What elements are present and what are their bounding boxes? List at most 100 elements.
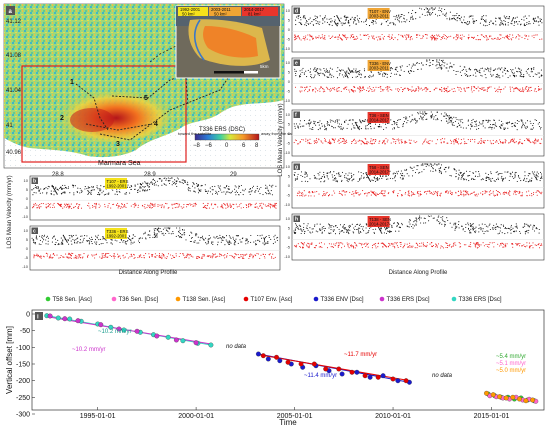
profile-point	[426, 59, 428, 61]
profile-point	[367, 128, 369, 130]
profile-point	[441, 11, 443, 13]
profile-point	[304, 17, 306, 19]
profile-point	[189, 240, 191, 243]
profile-point	[168, 206, 170, 209]
profile-point	[124, 242, 126, 244]
profile-point	[294, 36, 296, 38]
profile-point	[318, 74, 320, 76]
profile-point	[192, 205, 195, 207]
profile-point	[351, 35, 353, 38]
profile-point	[366, 244, 368, 246]
profile-point	[70, 255, 73, 257]
profile-point	[512, 75, 514, 77]
profile-point	[380, 88, 382, 90]
profile-point	[409, 223, 411, 225]
profile-point	[309, 231, 311, 233]
profile-point	[485, 77, 487, 79]
profile-point	[307, 22, 309, 25]
profile-point	[190, 240, 192, 243]
profile-point	[369, 140, 372, 142]
profile-point	[228, 243, 230, 246]
profile-point	[344, 34, 346, 36]
profile-point	[380, 228, 382, 230]
profile-point	[484, 192, 486, 194]
profile-point	[309, 138, 311, 140]
profile-point	[388, 192, 390, 194]
profile-point	[382, 90, 384, 92]
profile-point	[445, 171, 447, 173]
profile-point	[473, 36, 475, 38]
profile-point	[246, 253, 248, 255]
profile-point	[126, 202, 128, 204]
profile-point	[532, 172, 534, 174]
profile-point	[88, 187, 90, 189]
profile-point	[502, 178, 504, 180]
profile-point	[370, 194, 372, 196]
profile-point	[519, 232, 521, 234]
profile-point	[425, 87, 428, 89]
profile-point	[473, 86, 475, 88]
profile-point	[261, 202, 263, 204]
profile-tag-label: T58 - SEN	[369, 165, 389, 170]
profile-point	[460, 88, 463, 90]
profile-point	[294, 70, 296, 72]
profile-point	[392, 178, 394, 180]
profile-point	[37, 188, 39, 190]
profile-point	[495, 68, 497, 70]
profile-point	[369, 122, 371, 125]
profile-point	[468, 87, 470, 89]
profile-point	[91, 204, 94, 207]
profile-point	[201, 256, 203, 258]
profile-point	[465, 223, 467, 225]
profile-point	[333, 141, 335, 143]
profile-point	[430, 111, 432, 113]
profile-point	[494, 227, 496, 229]
profile-point	[484, 74, 486, 76]
profile-point	[425, 141, 428, 143]
profile-point	[513, 193, 515, 195]
profile-point	[193, 183, 195, 185]
profile-point	[343, 142, 345, 144]
profile-point	[530, 180, 533, 182]
profile-point	[509, 191, 511, 193]
profile-point	[322, 72, 324, 74]
profile-tick-label: -10	[284, 202, 291, 207]
profile-point	[34, 243, 36, 245]
profile-point	[110, 207, 112, 209]
profile-point	[526, 22, 528, 24]
profile-point	[442, 247, 445, 249]
profile-tick-label: 0	[288, 183, 291, 188]
profile-point	[217, 241, 219, 243]
profile-point	[312, 38, 314, 40]
study-area-box	[21, 65, 187, 163]
profile-point	[438, 64, 440, 66]
profile-point	[330, 87, 332, 89]
profile-point	[469, 224, 471, 226]
profile-point	[530, 67, 532, 69]
profile-point	[377, 193, 379, 196]
profile-point	[523, 24, 525, 26]
profile-point	[391, 224, 393, 226]
profile-point	[226, 240, 228, 242]
profile-point	[59, 205, 61, 207]
profile-point	[331, 74, 333, 76]
profile-point	[534, 140, 536, 142]
profile-point	[416, 244, 418, 246]
profile-point	[274, 256, 276, 258]
profile-point	[373, 231, 375, 233]
profile-point	[480, 138, 482, 140]
profile-point	[356, 245, 358, 247]
profile-point	[79, 242, 81, 244]
profile-point	[442, 59, 444, 61]
profile-point	[353, 68, 355, 70]
profile-point	[353, 89, 355, 92]
profile-point	[220, 189, 222, 191]
profile-point	[410, 195, 412, 197]
profile-point	[401, 224, 403, 226]
profile-tag-label: T36 - SEN	[369, 113, 389, 118]
profile-point	[272, 184, 274, 186]
profile-point	[350, 244, 352, 246]
profile-point	[392, 191, 394, 193]
